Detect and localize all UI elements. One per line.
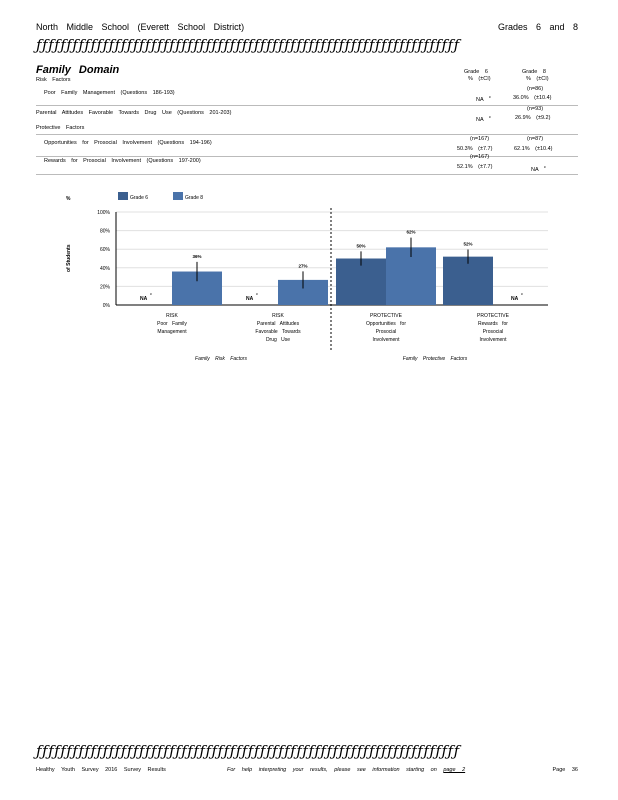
bar-na-note: c: [150, 291, 152, 296]
row-v6: NA c: [476, 114, 491, 123]
y-tick-label: 80%: [100, 229, 111, 235]
col-grade8-header: Grade 8: [522, 69, 546, 75]
y-axis-label-top: %: [66, 196, 71, 202]
category-label: Opportunities for: [366, 321, 406, 327]
col-grade6-sub: % (±CI): [468, 76, 491, 82]
bar-value-label: 27%: [298, 263, 307, 268]
decorative-rule-top: ƒƒƒƒƒƒƒƒƒƒƒƒƒƒƒƒƒƒƒƒƒƒƒƒƒƒƒƒƒƒƒƒƒƒƒƒƒƒƒƒ…: [36, 36, 460, 54]
row-v6: NA c: [476, 94, 491, 103]
survey-label: Healthy Youth Survey 2016 Survey Results: [36, 767, 166, 773]
grades-label: Grades 6 and 8: [497, 22, 578, 32]
row-v8: NA c: [531, 164, 546, 173]
y-tick-label: 20%: [100, 284, 111, 290]
col-grade8-sub: % (±CI): [526, 76, 549, 82]
legend-swatch: [118, 192, 128, 200]
category-label: RISK: [166, 313, 178, 319]
bar-na-label: NA: [246, 296, 254, 302]
y-axis-label: of Students: [66, 244, 72, 272]
category-label: Prosocial: [376, 329, 397, 335]
bar-na-label: NA: [511, 296, 519, 302]
row-v8: 26.9% (±9.2): [515, 115, 551, 121]
y-tick-label: 0%: [103, 303, 111, 309]
y-tick-label: 40%: [100, 266, 111, 272]
category-label: Parental Attitudes: [257, 321, 300, 327]
row-divider: [36, 156, 578, 157]
category-label: Management: [157, 329, 187, 335]
group-label-protective: Family Protective Factors: [403, 356, 468, 362]
category-label: RISK: [272, 313, 284, 319]
row-v8: 62.1% (±10.4): [514, 146, 553, 152]
domain-title: Family Domain: [36, 64, 120, 76]
category-label: PROTECTIVE: [477, 313, 510, 319]
category-label: Poor Family: [157, 321, 187, 327]
category-label: Involvement: [373, 337, 401, 343]
bar: [336, 258, 386, 305]
y-tick-label: 60%: [100, 247, 111, 253]
row-n8: (n=87): [527, 136, 544, 142]
help-page-link[interactable]: page 2: [443, 767, 466, 773]
row-n6: (n=167): [470, 136, 490, 142]
col-grade6-header: Grade 6: [464, 69, 488, 75]
y-tick-label: 100%: [97, 210, 110, 216]
legend-label: Grade 6: [130, 195, 148, 201]
risk-heading: Risk Factors: [36, 77, 71, 83]
decorative-rule-bottom: ƒƒƒƒƒƒƒƒƒƒƒƒƒƒƒƒƒƒƒƒƒƒƒƒƒƒƒƒƒƒƒƒƒƒƒƒƒƒƒƒ…: [36, 742, 460, 760]
page-number: Page 36: [552, 767, 579, 773]
row-divider: [36, 134, 578, 135]
family-domain-chart: 0% 20% 40% 60% 80% 100%% of Students Grade 6 Gra…: [66, 192, 548, 362]
school-name: North Middle School (Everett School Dist…: [36, 22, 245, 32]
row-label: Opportunities for Prosocial Involvement …: [44, 140, 212, 146]
bar: [443, 256, 493, 305]
category-label: Prosocial: [483, 329, 504, 335]
legend-swatch: [173, 192, 183, 200]
category-label: Involvement: [480, 337, 508, 343]
protective-heading: Protective Factors: [36, 125, 85, 131]
row-v6: 50.3% (±7.7): [457, 146, 493, 152]
row-divider: [36, 174, 578, 175]
bar-value-label: 52%: [463, 241, 472, 246]
row-label: Parental Attitudes Favorable Towards Dru…: [36, 110, 232, 116]
row-n8: (n=93): [527, 106, 544, 112]
bar-na-note: c: [521, 291, 523, 296]
row-label: Rewards for Prosocial Involvement (Quest…: [44, 158, 201, 164]
bar-value-label: 62%: [406, 230, 415, 235]
bar-value-label: 36%: [192, 254, 201, 259]
row-v8: 36.0% (±10.4): [513, 95, 552, 101]
row-n6: (n=167): [470, 154, 490, 160]
category-label: Drug Use: [266, 337, 290, 343]
row-label: Poor Family Management (Questions 186-19…: [44, 90, 175, 96]
bar-value-label: 50%: [356, 243, 365, 248]
category-label: Rewards for: [478, 321, 508, 327]
help-text: For help interpreting your results, plea…: [227, 767, 466, 773]
row-n8: (n=86): [527, 86, 544, 92]
legend-label: Grade 8: [185, 195, 203, 201]
category-label: PROTECTIVE: [370, 313, 403, 319]
bar-na-note: c: [256, 291, 258, 296]
row-divider: [36, 105, 578, 106]
group-label-risk: Family Risk Factors: [195, 356, 247, 362]
category-label: Favorable Towards: [255, 329, 301, 335]
row-v6: 52.1% (±7.7): [457, 164, 493, 170]
bar-na-label: NA: [140, 296, 148, 302]
